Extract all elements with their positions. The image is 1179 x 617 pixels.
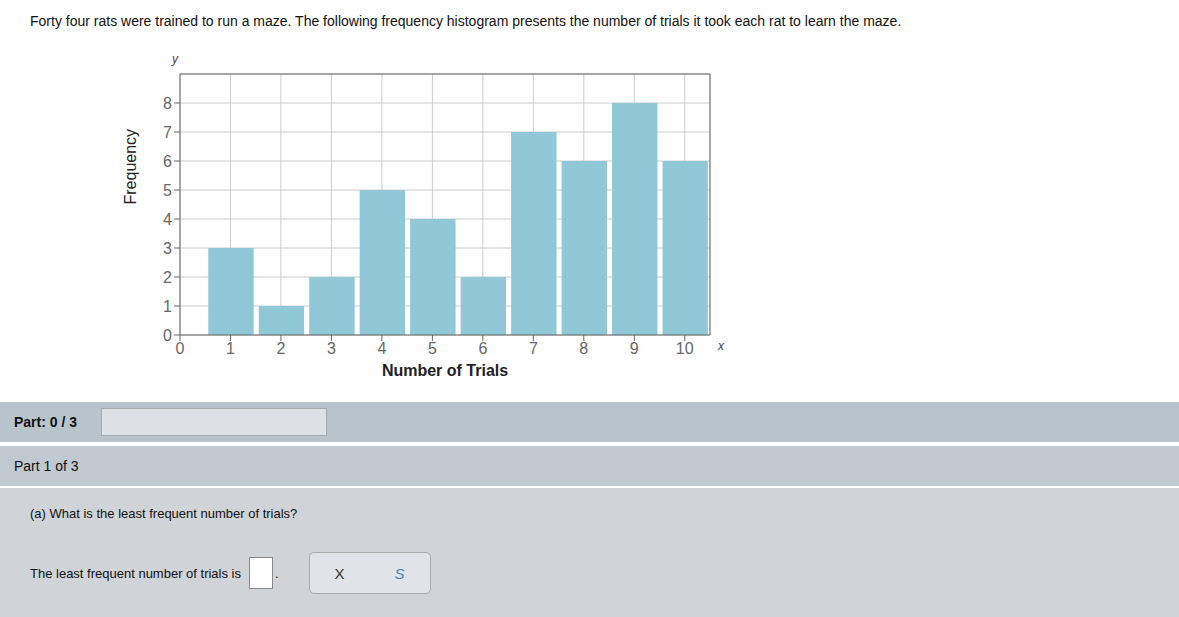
svg-text:Number of Trials: Number of Trials [382, 362, 508, 379]
html-text:x: x [718, 339, 724, 353]
svg-text:3: 3 [163, 240, 172, 257]
html-text:Part: 0 / 3: Part: 0 / 3 [14, 414, 77, 430]
svg-text:1: 1 [163, 298, 172, 315]
svg-text:7: 7 [529, 340, 538, 357]
svg-text:8: 8 [163, 95, 172, 112]
svg-text:Frequency: Frequency [122, 129, 139, 205]
svg-text:4: 4 [377, 340, 386, 357]
svg-text:5: 5 [428, 340, 437, 357]
svg-text:0: 0 [176, 340, 185, 357]
svg-text:3: 3 [327, 340, 336, 357]
svg-text:2: 2 [276, 340, 285, 357]
html-text:(a) What is the least frequent: (a) What is the least frequent number of… [30, 506, 298, 521]
svg-text:0: 0 [163, 327, 172, 344]
html-text:Part 1 of 3: Part 1 of 3 [14, 458, 79, 474]
svg-text:2: 2 [163, 269, 172, 286]
svg-text:9: 9 [630, 340, 639, 357]
svg-text:5: 5 [163, 182, 172, 199]
svg-text:6: 6 [478, 340, 487, 357]
svg-text:10: 10 [676, 340, 694, 357]
html-text:y: y [172, 52, 178, 66]
html-text:X: X [334, 564, 345, 582]
html-text:S: S [394, 564, 405, 582]
svg-text:7: 7 [163, 124, 172, 141]
svg-text:4: 4 [163, 211, 172, 228]
svg-text:8: 8 [579, 340, 588, 357]
svg-text:1: 1 [226, 340, 235, 357]
html-text:Forty four rats were trained t: Forty four rats were trained to run a ma… [30, 13, 902, 29]
svg-text:6: 6 [163, 153, 172, 170]
html-text:The least frequent number of t: The least frequent number of trials is [30, 565, 241, 581]
